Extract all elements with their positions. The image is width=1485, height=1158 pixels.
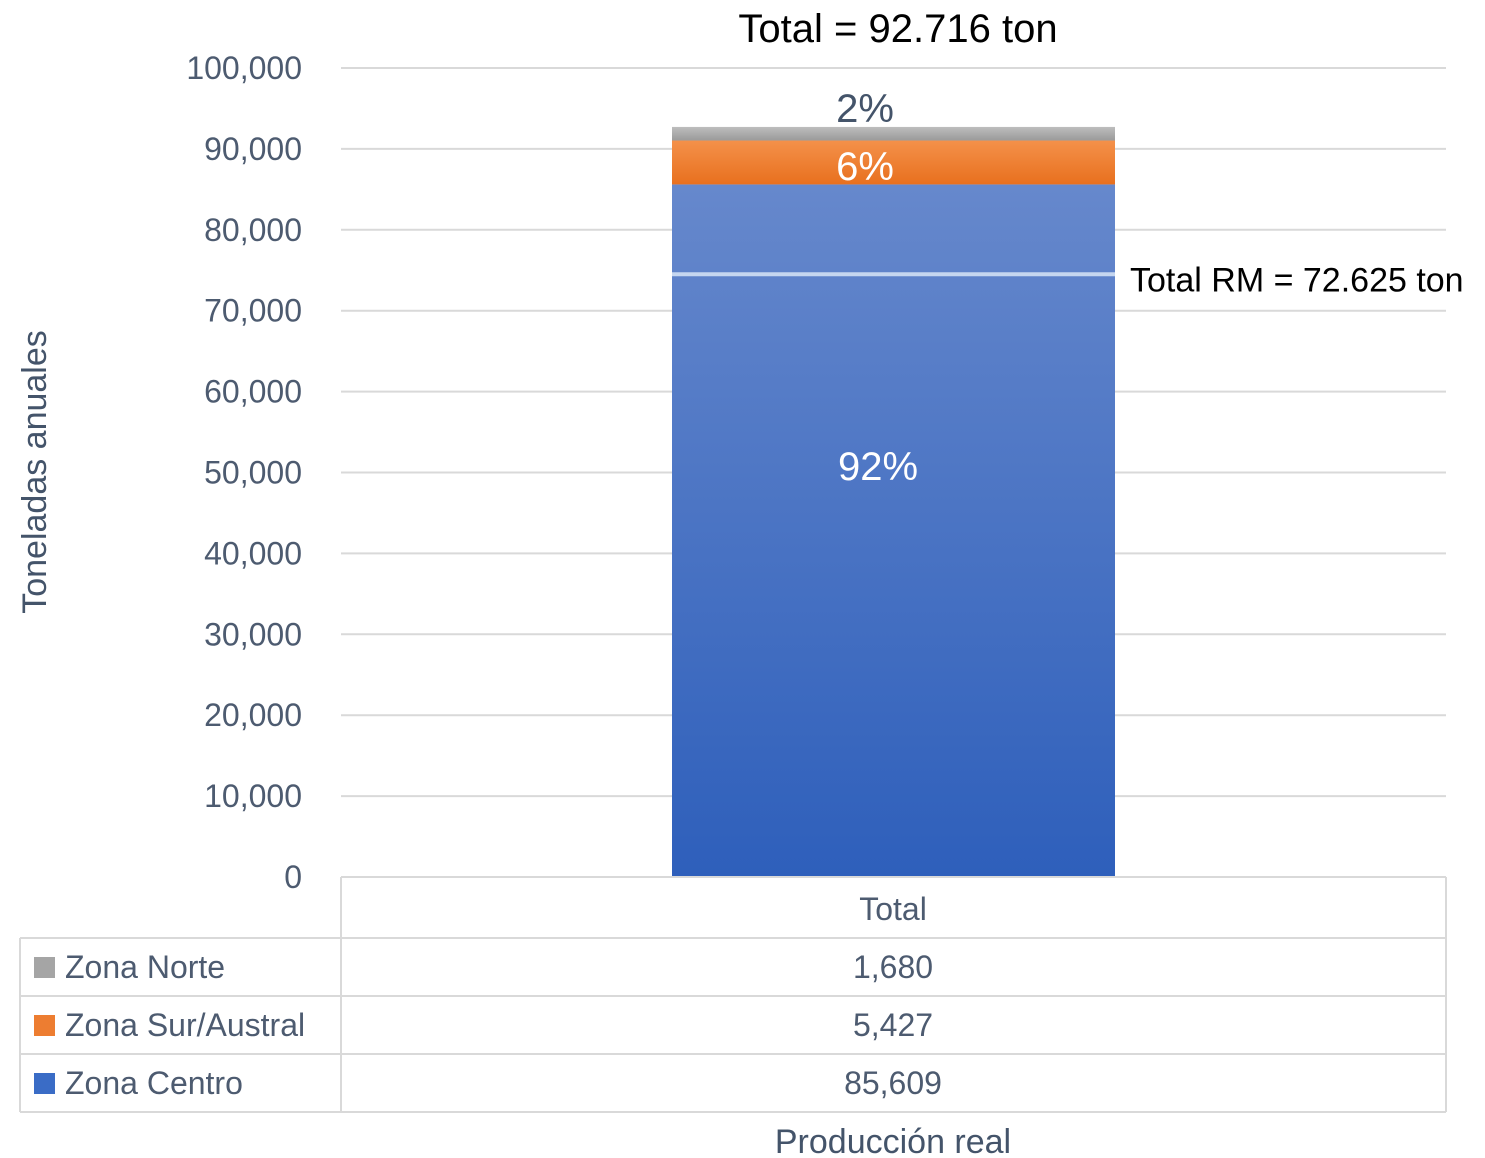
legend-swatch (34, 1073, 55, 1094)
y-tick-label: 80,000 (204, 212, 302, 248)
y-tick-label: 30,000 (204, 616, 302, 652)
data-label: 92% (838, 445, 918, 489)
data-label: 6% (836, 145, 894, 189)
y-tick-label: 10,000 (204, 778, 302, 814)
y-tick-label: 40,000 (204, 535, 302, 571)
y-tick-label: 20,000 (204, 697, 302, 733)
bar-segment (672, 184, 1115, 877)
legend-label: Zona Sur/Austral (65, 1007, 305, 1043)
y-tick-label: 90,000 (204, 131, 302, 167)
x-axis-label: Producción real (775, 1123, 1011, 1158)
data-label: 2% (836, 87, 894, 131)
y-tick-label: 60,000 (204, 374, 302, 410)
reference-line-group: Total RM = 72.625 ton (672, 261, 1464, 299)
bar-segment (672, 126, 1115, 141)
table-value: 1,680 (853, 949, 933, 985)
legend-label: Zona Norte (65, 949, 225, 985)
y-tick-label: 100,000 (186, 50, 302, 86)
y-axis-ticks: 0 10,000 20,000 30,000 40,000 50,000 60,000 70,… (186, 50, 302, 895)
legend-swatch (34, 1015, 55, 1036)
chart-title: Total = 92.716 ton (738, 7, 1057, 51)
y-axis-label: Toneladas anuales (16, 330, 54, 614)
table-value: 85,609 (844, 1065, 942, 1101)
bar-stack: 92% 6% 2% (672, 87, 1115, 877)
x-tick-label: Total (859, 891, 927, 927)
reference-line-label: Total RM = 72.625 ton (1130, 261, 1464, 299)
legend-label: Zona Centro (65, 1065, 243, 1101)
data-table: Total Zona Norte 1,680 Zona Sur/Austral 5,42… (19, 876, 1447, 1113)
y-tick-label: 50,000 (204, 455, 302, 491)
table-value: 5,427 (853, 1007, 933, 1043)
bar-segment (672, 140, 1115, 185)
legend-swatch (34, 957, 55, 978)
y-tick-label: 70,000 (204, 293, 302, 329)
y-tick-label: 0 (284, 859, 302, 895)
